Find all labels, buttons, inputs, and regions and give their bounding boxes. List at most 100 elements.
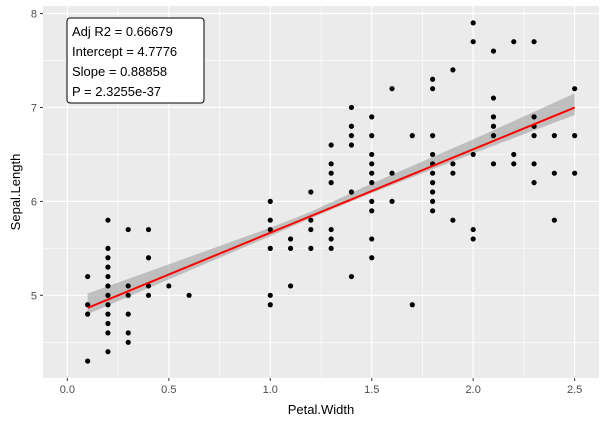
data-point (369, 255, 375, 261)
data-point (531, 161, 537, 167)
data-point (470, 39, 476, 45)
data-point (125, 283, 131, 289)
data-point (531, 133, 537, 139)
data-point (511, 39, 517, 45)
data-point (551, 133, 557, 139)
data-point (430, 151, 436, 158)
y-tick-label: 7 (31, 102, 37, 114)
data-point (470, 226, 476, 233)
data-point (287, 236, 294, 242)
data-point (369, 114, 375, 120)
data-point (267, 292, 273, 298)
data-point (105, 349, 111, 355)
data-point (105, 273, 111, 280)
data-point (287, 245, 294, 251)
data-point (490, 161, 497, 167)
data-point (470, 151, 476, 158)
data-point (450, 170, 456, 176)
data-point (125, 330, 131, 336)
data-point (308, 245, 314, 251)
data-point (348, 104, 355, 111)
data-points (85, 20, 578, 364)
data-point (267, 217, 273, 223)
data-point (490, 133, 497, 139)
data-point (430, 198, 436, 204)
data-point (490, 123, 497, 129)
data-point (125, 226, 131, 233)
data-point (85, 358, 91, 364)
x-tick-label: 2.0 (466, 384, 481, 396)
major-gridlines (43, 6, 599, 378)
data-point (551, 217, 557, 223)
data-point (348, 273, 355, 280)
data-point (328, 236, 334, 242)
stats-annotation: Adj R2 = 0.66679 Intercept = 4.7776 Slop… (66, 17, 205, 104)
data-point (551, 170, 557, 176)
data-point (531, 39, 537, 45)
data-point (267, 302, 273, 308)
data-point (369, 180, 375, 186)
x-tick-label: 1.5 (364, 384, 379, 396)
data-point (572, 170, 578, 176)
data-point (328, 161, 334, 167)
data-point (348, 142, 355, 148)
data-point (511, 151, 517, 158)
x-tick-label: 0.0 (60, 384, 75, 396)
data-point (369, 236, 375, 242)
data-point (105, 264, 111, 270)
data-point (572, 133, 578, 139)
regression-line (87, 106, 576, 309)
data-point (470, 20, 476, 26)
data-point (166, 283, 172, 289)
data-point (430, 86, 436, 92)
data-point (450, 161, 456, 167)
confidence-band (87, 93, 575, 315)
data-point (125, 311, 131, 317)
data-point (389, 170, 395, 176)
data-point (105, 302, 111, 308)
data-point (328, 142, 334, 148)
y-tick-label: 8 (31, 9, 37, 21)
y-axis-ticks: 5 6 7 8 (31, 9, 43, 302)
data-point (348, 133, 355, 139)
data-point (348, 189, 355, 195)
data-point (369, 151, 375, 158)
data-point (105, 320, 111, 327)
data-point (572, 86, 578, 92)
data-point (267, 245, 273, 251)
data-point (369, 198, 375, 204)
annotation-adj-r2: Adj R2 = 0.66679 (72, 24, 173, 39)
annotation-p-value: P = 2.3255e-37 (72, 84, 161, 99)
data-point (389, 198, 395, 204)
x-tick-label: 0.5 (161, 384, 176, 396)
data-point (430, 189, 436, 195)
data-point (308, 189, 314, 195)
data-point (287, 283, 294, 289)
data-point (328, 245, 334, 251)
data-point (85, 311, 91, 317)
data-point (105, 217, 111, 223)
data-point (369, 133, 375, 139)
data-point (145, 255, 152, 261)
data-point (531, 180, 537, 186)
y-axis-title: Sepal.Length (8, 154, 23, 231)
data-point (430, 76, 436, 82)
data-point (85, 302, 91, 308)
data-point (531, 114, 537, 120)
data-point (105, 292, 111, 298)
y-tick-label: 5 (31, 290, 37, 302)
data-point (145, 226, 152, 233)
data-point (409, 302, 415, 308)
data-point (511, 161, 517, 167)
annotation-intercept: Intercept = 4.7776 (72, 44, 177, 59)
data-point (490, 114, 497, 120)
data-point (267, 198, 273, 204)
x-axis-title: Petal.Width (288, 402, 354, 417)
data-point (105, 245, 111, 251)
data-point (308, 217, 314, 223)
data-point (490, 48, 497, 54)
data-point (450, 217, 456, 223)
data-point (430, 170, 436, 176)
data-point (105, 330, 111, 336)
